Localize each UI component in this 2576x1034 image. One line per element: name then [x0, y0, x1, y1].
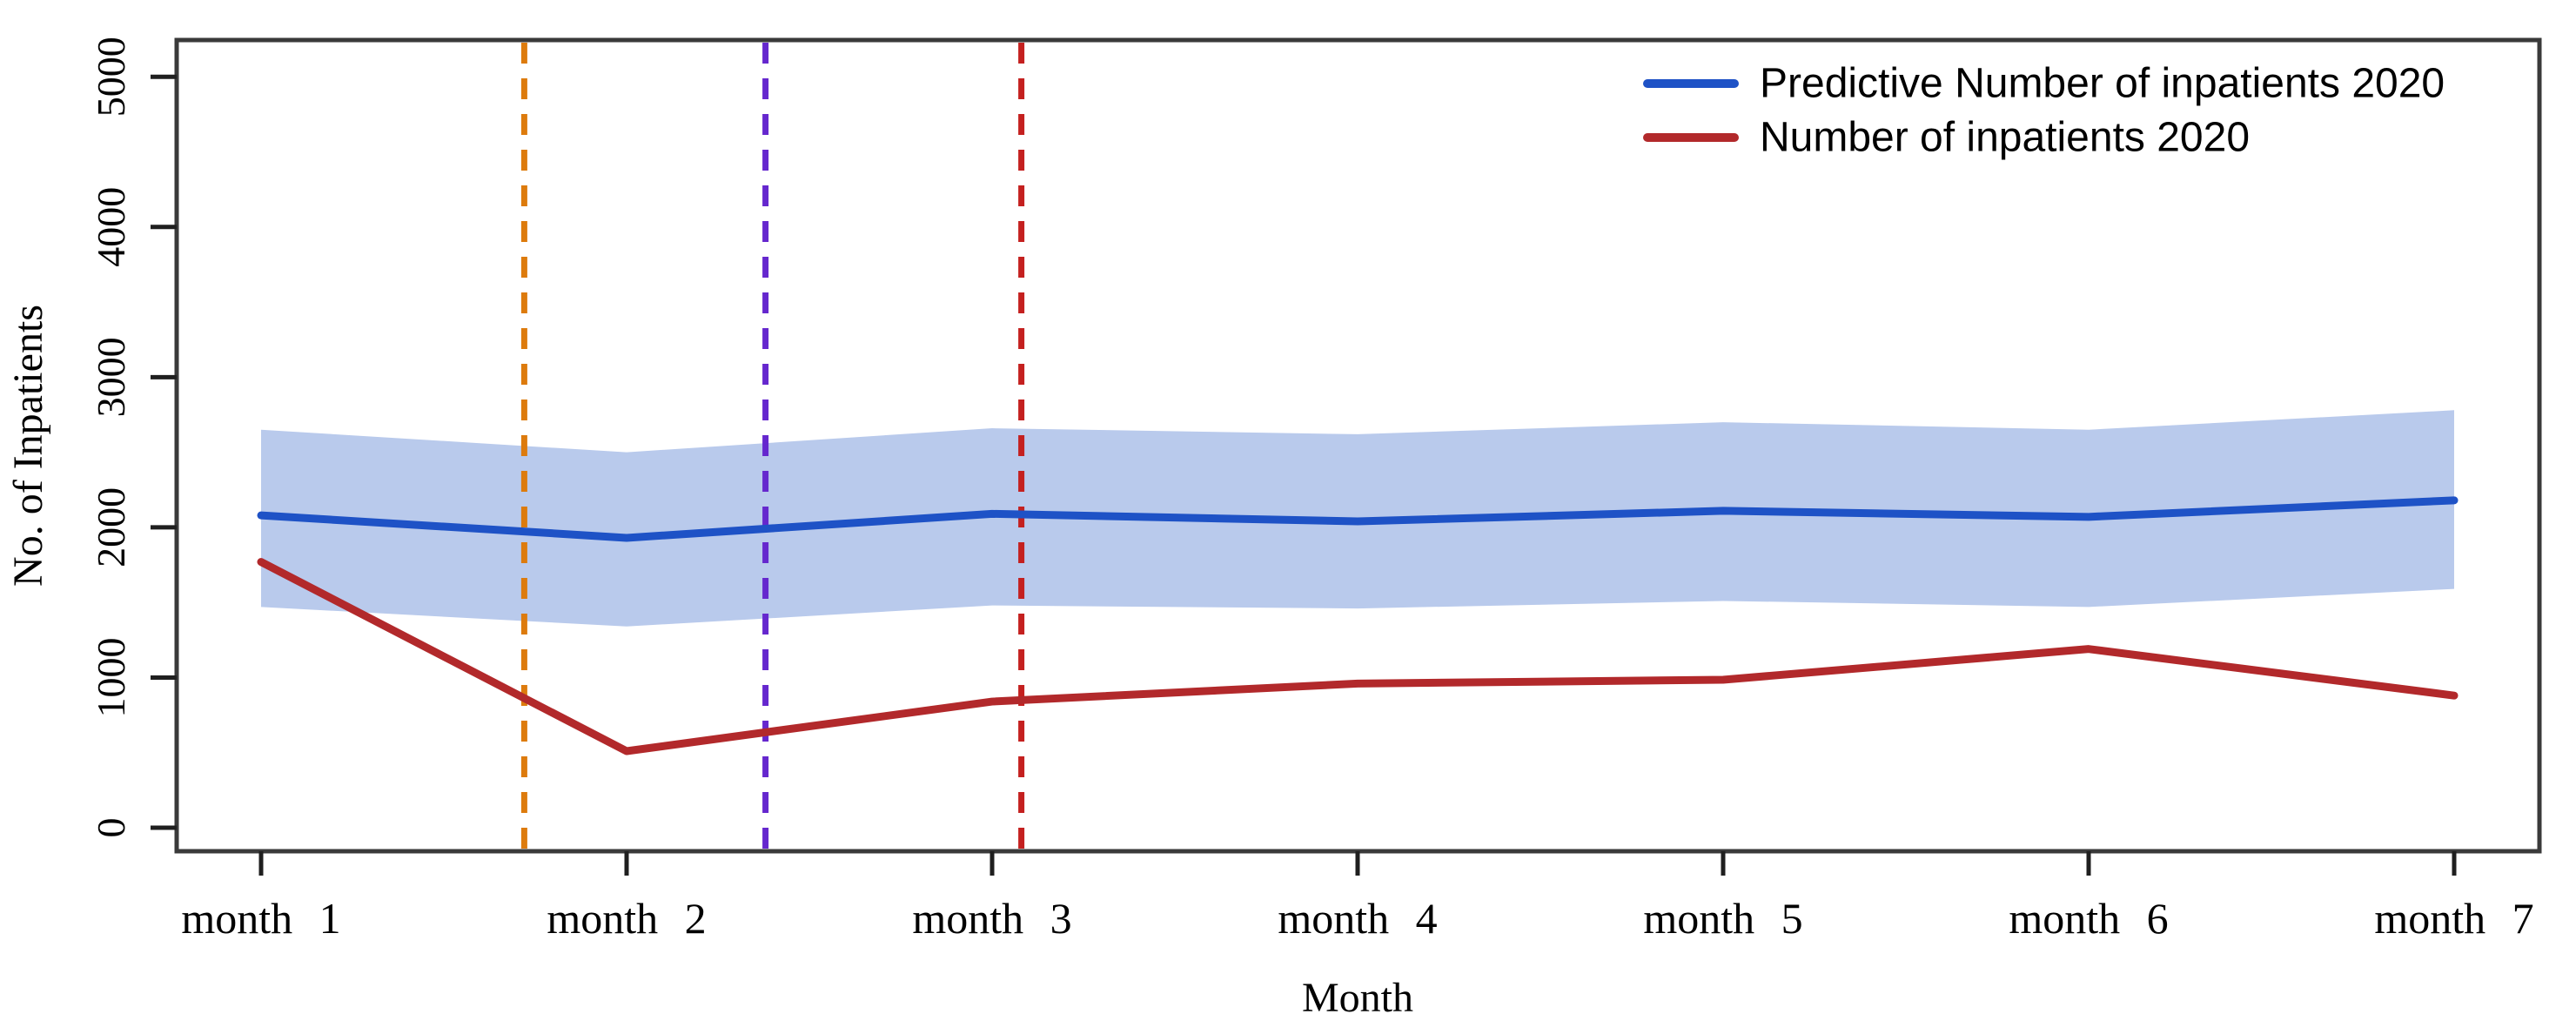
x-tick-label: month 2: [547, 894, 706, 943]
y-tick-label: 0: [89, 818, 133, 838]
y-axis: 0 1000 2000 3000 4000 5000: [89, 37, 177, 838]
y-tick-label: 2000: [89, 487, 133, 567]
x-tick-label: month 7: [2374, 894, 2533, 943]
x-tick-label: month 4: [1278, 894, 1437, 943]
series-predictive-line: [257, 496, 2459, 542]
x-tick-label: month 5: [1643, 894, 1802, 943]
series-actual-line: [257, 558, 2459, 755]
legend-label: Number of inpatients 2020: [1760, 115, 2250, 161]
legend-label: Predictive Number of inpatients 2020: [1760, 61, 2445, 107]
x-tick-label: month 1: [181, 894, 340, 943]
x-axis-title: Month: [1302, 975, 1413, 1021]
y-tick-label: 5000: [89, 37, 133, 117]
y-axis-title: No. of Inpatients: [5, 305, 51, 587]
x-tick-label: month 3: [912, 894, 1071, 943]
vline-marker-layer: [520, 43, 1025, 849]
series-line-layer: [257, 496, 2459, 755]
x-axis: month 1 month 2 month 3 month 4 month 5 month…: [181, 851, 2534, 943]
y-tick-label: 3000: [89, 337, 133, 417]
legend: Predictive Number of inpatients 2020 Numb…: [1643, 61, 2445, 161]
y-tick-label: 1000: [89, 637, 133, 717]
x-tick-label: month 6: [2009, 894, 2168, 943]
y-tick-label: 4000: [89, 187, 133, 267]
